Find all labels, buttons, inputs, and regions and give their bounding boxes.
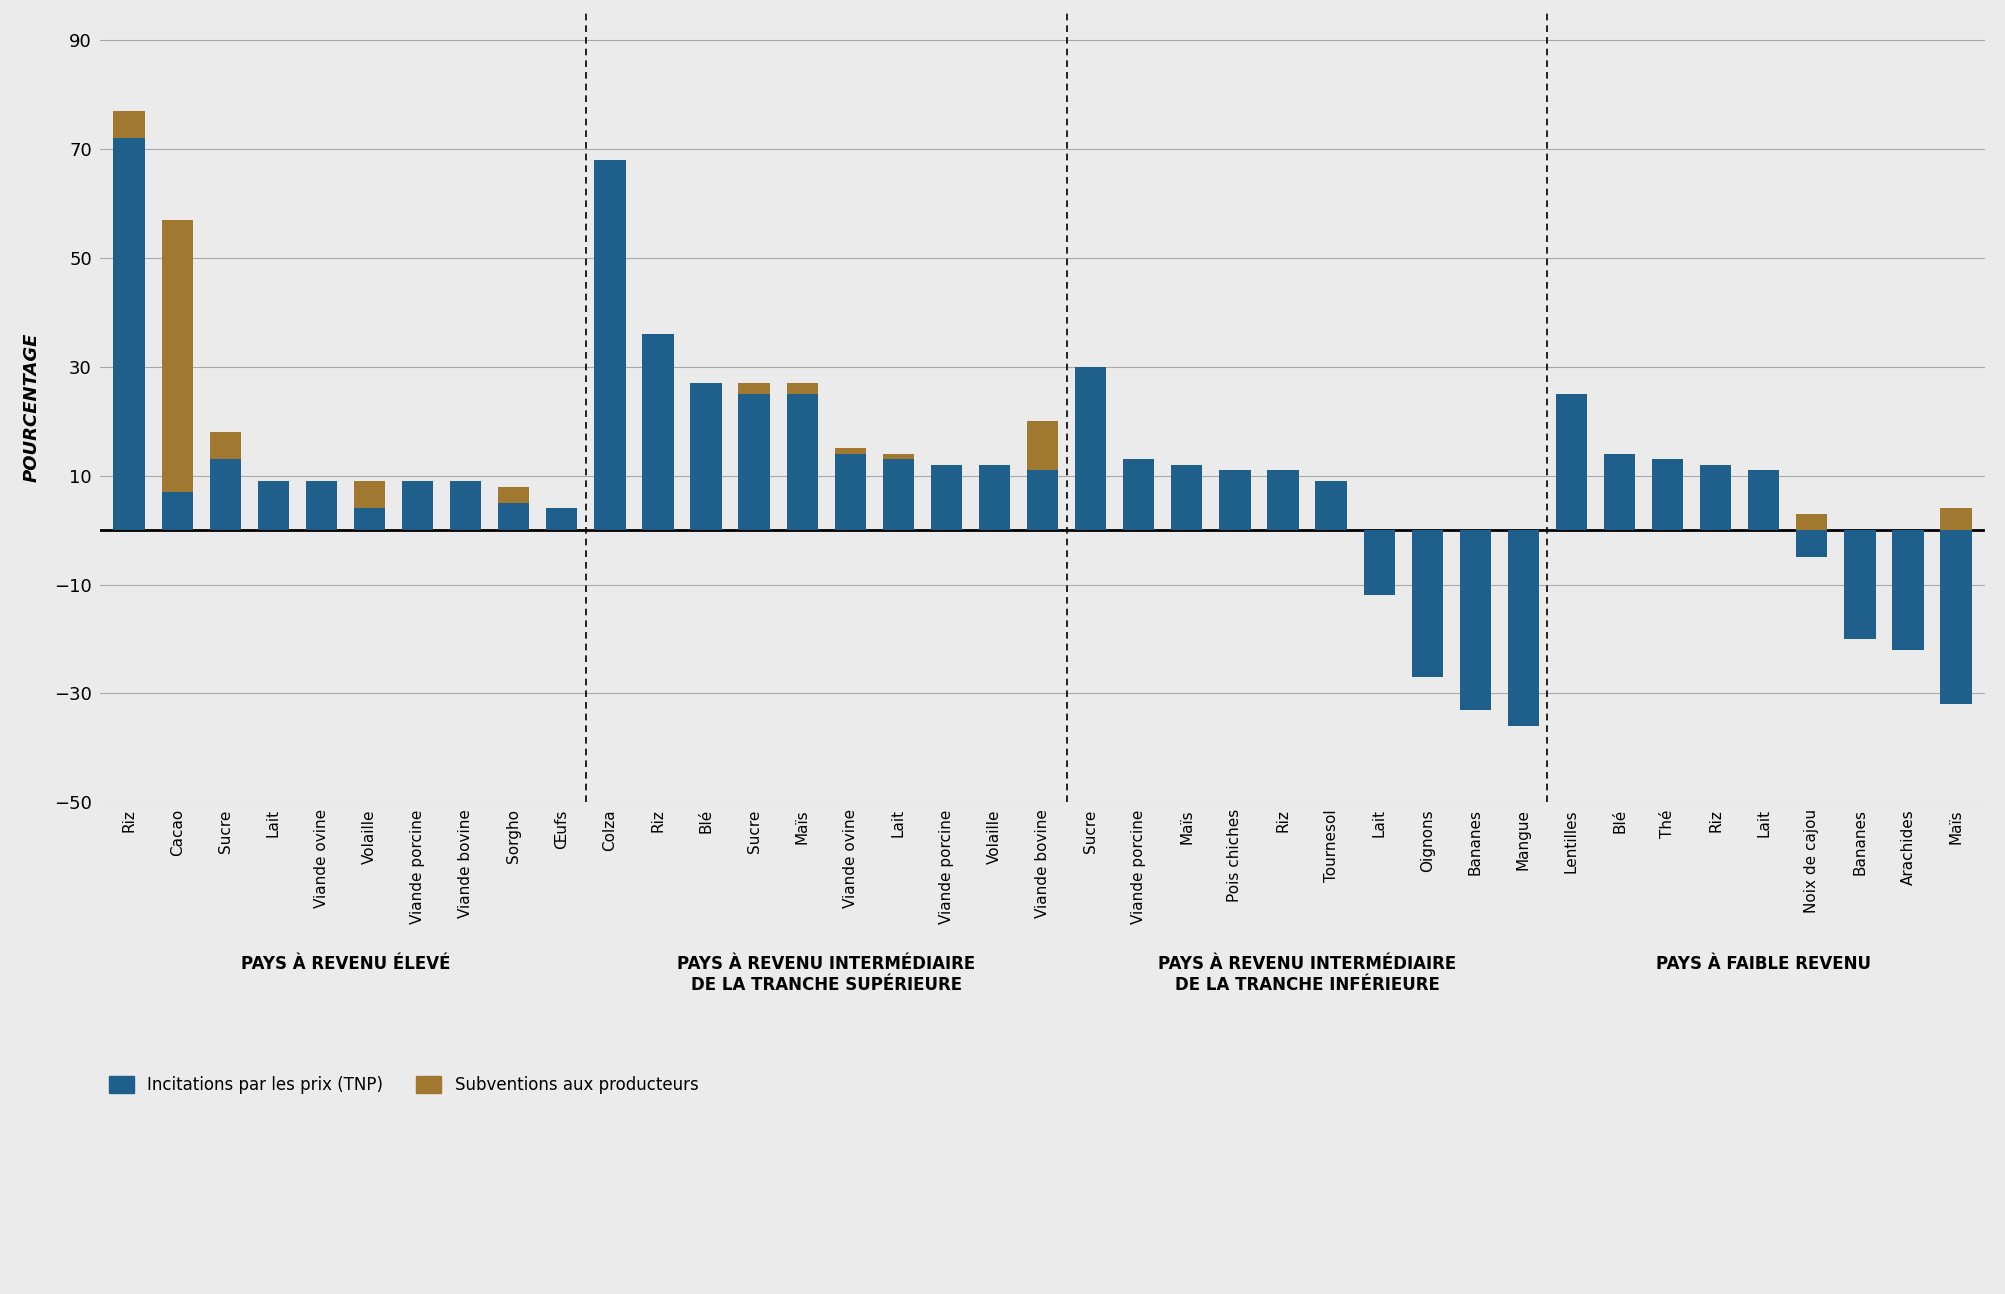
Bar (1556, 393, 1588, 531)
Bar (353, 481, 385, 509)
Bar (978, 465, 1011, 531)
Bar (497, 503, 529, 531)
Text: PAYS À REVENU INTERMÉDIAIRE
DE LA TRANCHE INFÉRIEURE: PAYS À REVENU INTERMÉDIAIRE DE LA TRANCH… (1159, 955, 1456, 994)
Bar (1267, 470, 1299, 531)
Bar (353, 509, 385, 531)
Bar (1315, 481, 1347, 531)
Bar (259, 481, 289, 531)
Bar (593, 160, 626, 531)
Bar (307, 481, 337, 531)
Bar (1604, 454, 1636, 531)
Bar (545, 509, 577, 531)
Bar (1460, 531, 1492, 709)
Bar (211, 459, 241, 531)
Bar (882, 454, 914, 459)
Text: PAYS À REVENU ÉLEVÉ: PAYS À REVENU ÉLEVÉ (241, 955, 451, 973)
Bar (1123, 459, 1155, 531)
Bar (1219, 470, 1251, 531)
Y-axis label: POURCENTAGE: POURCENTAGE (22, 333, 40, 483)
Bar (162, 492, 192, 531)
Bar (1700, 465, 1732, 531)
Bar (1845, 531, 1875, 639)
Bar (1412, 531, 1444, 677)
Bar (497, 487, 529, 503)
Bar (1893, 531, 1923, 650)
Text: PAYS À REVENU INTERMÉDIAIRE
DE LA TRANCHE SUPÉRIEURE: PAYS À REVENU INTERMÉDIAIRE DE LA TRANCH… (678, 955, 974, 994)
Bar (738, 393, 770, 531)
Bar (162, 220, 192, 492)
Bar (786, 393, 818, 531)
Bar (401, 481, 433, 531)
Bar (114, 111, 144, 138)
Bar (834, 449, 866, 454)
Bar (1027, 422, 1059, 470)
Bar (882, 459, 914, 531)
Text: PAYS À FAIBLE REVENU: PAYS À FAIBLE REVENU (1656, 955, 1871, 973)
Bar (690, 383, 722, 531)
Bar (449, 481, 481, 531)
Bar (738, 383, 770, 393)
Bar (1363, 531, 1395, 595)
Bar (1508, 531, 1540, 726)
Bar (1027, 470, 1059, 531)
Bar (786, 383, 818, 393)
Bar (1941, 531, 1971, 704)
Bar (1171, 465, 1203, 531)
Bar (1075, 366, 1107, 531)
Bar (1796, 514, 1827, 531)
Bar (1652, 459, 1684, 531)
Bar (211, 432, 241, 459)
Bar (834, 454, 866, 531)
Bar (1941, 509, 1971, 531)
Bar (930, 465, 962, 531)
Legend: Incitations par les prix (TNP), Subventions aux producteurs: Incitations par les prix (TNP), Subventi… (108, 1075, 698, 1093)
Bar (1796, 531, 1827, 558)
Bar (1748, 470, 1778, 531)
Bar (114, 138, 144, 531)
Bar (642, 334, 674, 531)
